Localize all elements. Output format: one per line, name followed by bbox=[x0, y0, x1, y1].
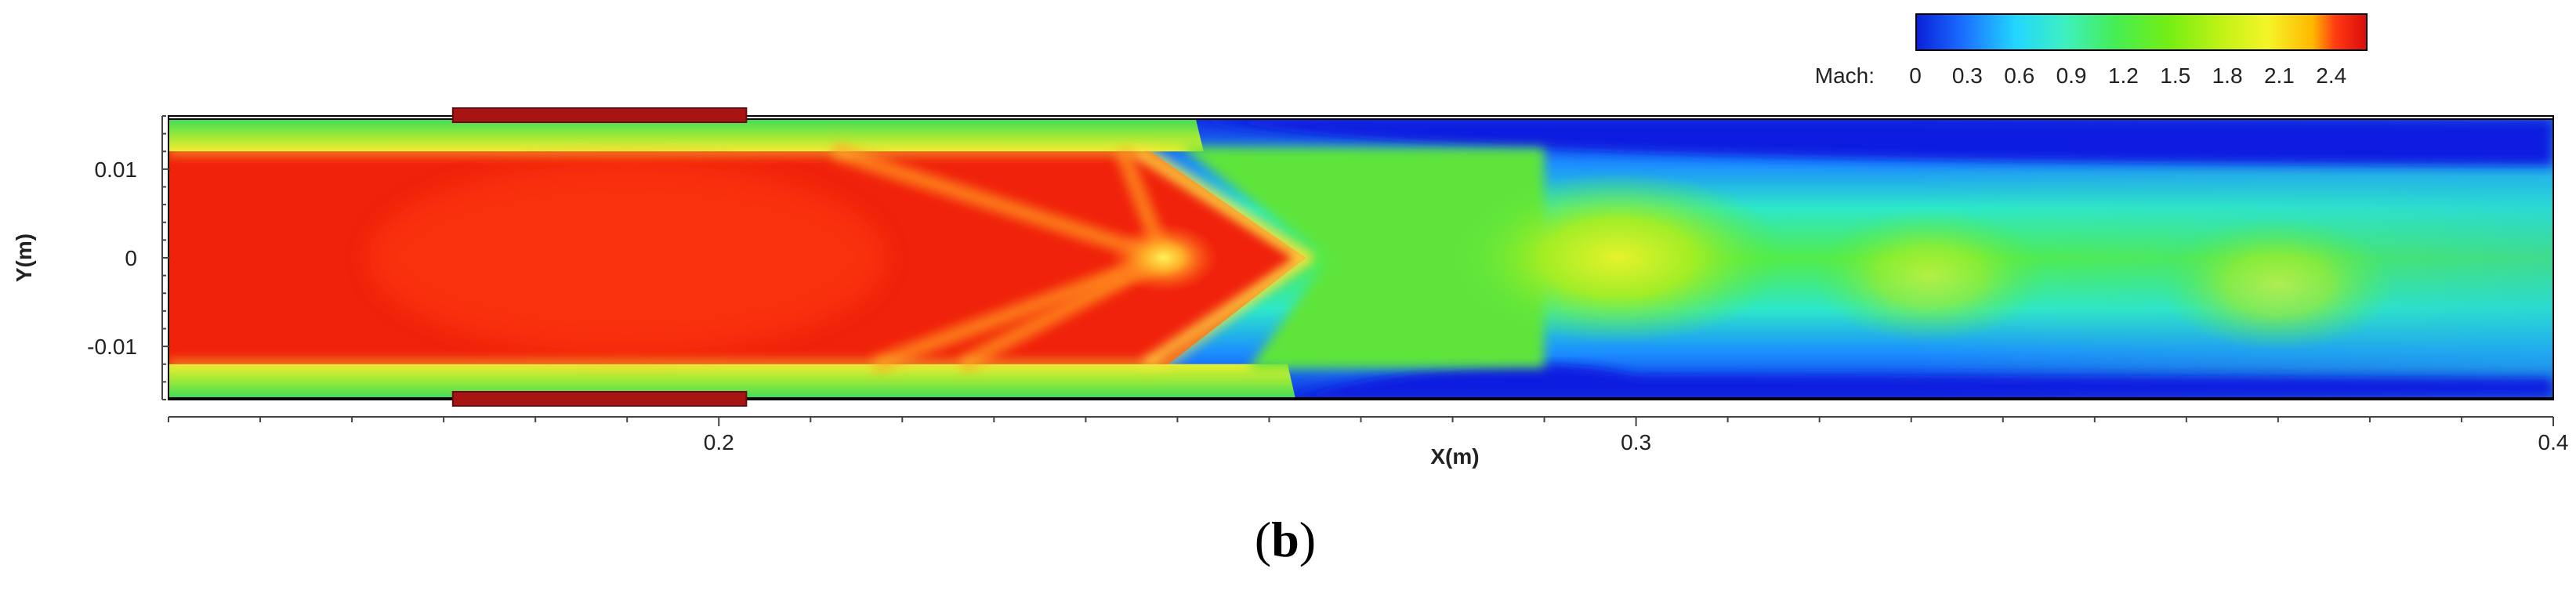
y-tick-label-2: -0.01 bbox=[87, 335, 137, 359]
caption-letter: b bbox=[1271, 512, 1299, 567]
colorbar-ticks: 0 0.3 0.6 0.9 1.2 1.5 1.8 2.1 2.4 bbox=[1909, 63, 2346, 88]
wall-segment-top bbox=[451, 107, 748, 123]
colorbar: Mach: 0 0.3 0.6 0.9 1.2 1.5 1.8 2.1 2.4 bbox=[1815, 13, 2368, 88]
x-axis-label: X(m) bbox=[1430, 444, 1479, 469]
figure-caption: (b) bbox=[1255, 512, 1316, 567]
axes: 0.2 0.3 0.4 0.01 0 -0.01 bbox=[87, 115, 2569, 454]
colorbar-tick-label-2: 0.6 bbox=[2004, 63, 2034, 88]
colorbar-ramp bbox=[1915, 13, 2368, 51]
shock-cell-0 bbox=[1449, 172, 1787, 344]
shock-crossing bbox=[1108, 223, 1219, 293]
lower-separation bbox=[1287, 364, 2553, 398]
colorbar-tick-label-7: 2.1 bbox=[2264, 63, 2295, 88]
caption-open: ( bbox=[1255, 512, 1271, 567]
colorbar-tick-label-1: 0.3 bbox=[1952, 63, 1983, 88]
colorbar-tick-label-3: 0.9 bbox=[2056, 63, 2087, 88]
shock-cell-2 bbox=[2160, 217, 2396, 351]
wall-segment-bottom bbox=[451, 391, 748, 407]
lower-wall-layer bbox=[168, 364, 1295, 398]
mach-field bbox=[168, 119, 2553, 398]
colorbar-label: Mach: bbox=[1815, 63, 1875, 88]
core-inner bbox=[368, 164, 886, 352]
shock-cell-1 bbox=[1812, 208, 2048, 342]
x-tick-label-0: 0.2 bbox=[704, 430, 734, 454]
x-tick-label-2: 0.4 bbox=[2538, 430, 2569, 454]
colorbar-tick-label-6: 1.8 bbox=[2212, 63, 2243, 88]
y-tick-label-1: 0 bbox=[125, 246, 137, 270]
upper-wall-layer bbox=[168, 119, 1204, 152]
y-tick-label-0: 0.01 bbox=[95, 157, 138, 182]
x-tick-label-1: 0.3 bbox=[1621, 430, 1651, 454]
caption-close: ) bbox=[1299, 512, 1316, 567]
core-boundary bbox=[168, 148, 1311, 367]
upper-separation bbox=[1195, 119, 2553, 166]
colorbar-tick-label-0: 0 bbox=[1909, 63, 1922, 88]
y-axis-label: Y(m) bbox=[12, 233, 36, 282]
colorbar-tick-label-8: 2.4 bbox=[2316, 63, 2346, 88]
mixing-region bbox=[1179, 147, 1545, 369]
colorbar-tick-label-4: 1.2 bbox=[2108, 63, 2139, 88]
colorbar-tick-label-5: 1.5 bbox=[2160, 63, 2190, 88]
